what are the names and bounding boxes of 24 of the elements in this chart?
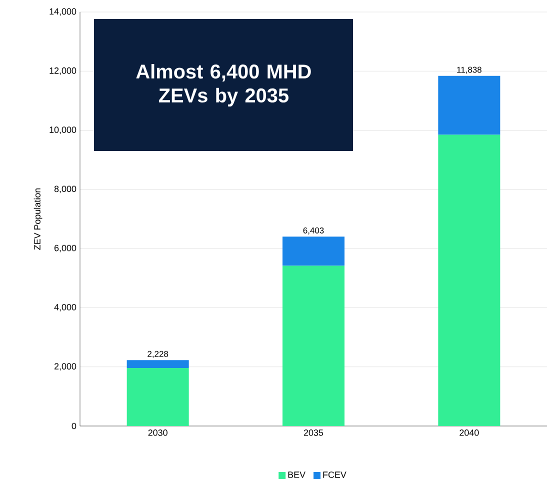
- x-tick-label: 2035: [304, 430, 324, 436]
- y-axis-title: ZEV Population: [34, 188, 42, 250]
- bar: [126, 368, 189, 426]
- y-tick-label: 8,000: [54, 186, 76, 194]
- bar: [438, 134, 500, 426]
- y-tick-label: 2,000: [54, 363, 76, 371]
- y-tick-label: 4,000: [54, 304, 76, 312]
- x-tick-label: 2040: [460, 430, 479, 436]
- y-tick-label: 0: [72, 422, 76, 430]
- bar: [126, 360, 189, 368]
- legend-label: FCEV: [323, 472, 346, 478]
- total-label: 6,403: [303, 227, 324, 234]
- y-tick-label: 12,000: [50, 67, 76, 75]
- y-tick-label: 6,000: [54, 244, 76, 252]
- x-tick-label: 2030: [148, 430, 168, 436]
- y-tick-label: 10,000: [50, 126, 76, 134]
- bar: [282, 236, 345, 266]
- text: Almost 6,400 MHD ZEVs by 2035: [136, 64, 311, 106]
- bar: [438, 76, 500, 135]
- legend-label: BEV: [288, 472, 306, 478]
- total-label: 11,838: [457, 66, 482, 74]
- y-tick-label: 14,000: [50, 8, 76, 16]
- total-label: 2,228: [148, 350, 168, 358]
- bar: [282, 266, 345, 426]
